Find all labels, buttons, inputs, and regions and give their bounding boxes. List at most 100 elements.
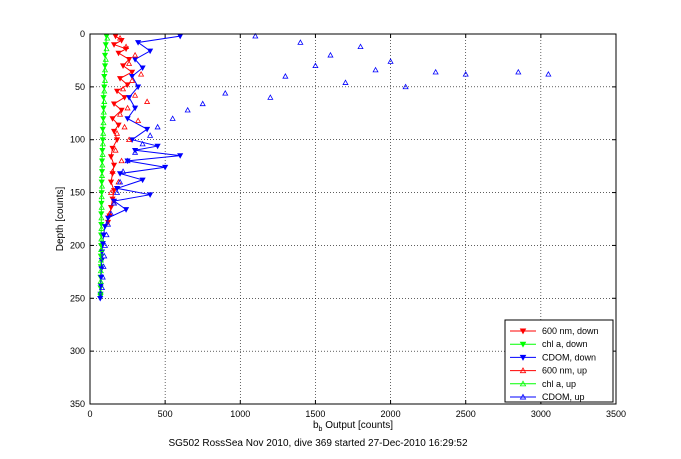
data-point [357, 43, 364, 50]
data-point [98, 225, 105, 231]
data-point [124, 104, 131, 111]
data-point [98, 183, 106, 189]
data-point [98, 190, 105, 196]
legend-marker [519, 328, 527, 335]
data-point [144, 98, 151, 104]
data-point [99, 151, 106, 157]
data-point [119, 85, 127, 92]
data-point [109, 168, 116, 174]
data-point [132, 149, 139, 155]
data-point [122, 43, 130, 50]
legend-entry: 600 nm, up [542, 366, 587, 376]
data-point [100, 105, 107, 112]
data-point [110, 128, 118, 135]
data-point [101, 66, 109, 73]
data-point [107, 154, 115, 160]
data-point [100, 109, 107, 115]
data-point [252, 32, 259, 39]
data-point [97, 257, 105, 263]
data-point [125, 136, 133, 143]
data-point [99, 126, 106, 133]
data-point [432, 68, 439, 75]
data-point [327, 51, 334, 58]
data-point [102, 42, 109, 48]
data-point [99, 147, 106, 154]
series-5 [98, 32, 552, 291]
data-point [116, 178, 124, 185]
legend-marker [519, 341, 527, 348]
data-point [147, 48, 154, 55]
data-point [99, 273, 106, 280]
data-point [113, 137, 121, 143]
data-point [110, 42, 118, 48]
data-point [116, 76, 124, 82]
data-point [154, 123, 161, 130]
data-point [139, 140, 146, 147]
x-tick-label: 1500 [305, 409, 325, 419]
data-point [132, 105, 139, 112]
data-point [98, 214, 105, 221]
data-point [110, 101, 118, 107]
data-point [135, 40, 142, 46]
data-point [154, 143, 161, 150]
x-axis-label: bb Output [counts] [313, 420, 393, 433]
data-point [103, 45, 110, 52]
data-point [162, 164, 169, 171]
data-point [98, 172, 106, 178]
x-tick-label: 1000 [230, 409, 250, 419]
data-point [144, 126, 151, 133]
data-point [342, 79, 349, 85]
data-point [110, 188, 118, 194]
data-point [97, 288, 104, 295]
data-point [101, 52, 109, 59]
data-point [122, 46, 130, 53]
data-point [129, 69, 136, 76]
data-point [121, 123, 128, 130]
data-point [125, 60, 133, 66]
data-point [99, 137, 106, 143]
data-point [297, 39, 304, 45]
data-point [124, 116, 131, 122]
legend-entry: 600 nm, down [542, 326, 599, 336]
data-point [124, 82, 131, 88]
data-point [107, 179, 115, 186]
figure-caption: SG502 RossSea Nov 2010, dive 369 started… [168, 438, 468, 449]
x-tick-label: 2000 [381, 409, 401, 419]
data-point [462, 70, 469, 77]
data-point [402, 83, 409, 90]
data-point [98, 169, 106, 175]
data-point [98, 246, 105, 252]
data-point [121, 95, 128, 101]
series-layer [97, 32, 552, 302]
data-point [387, 58, 394, 64]
data-point [147, 192, 154, 198]
data-point [372, 66, 379, 73]
data-point [101, 84, 108, 91]
legend-marker [519, 393, 527, 400]
data-point [107, 189, 115, 195]
x-tick-label: 500 [158, 409, 173, 419]
data-point [101, 252, 108, 259]
data-point [125, 95, 133, 101]
data-point [97, 291, 104, 298]
data-point [98, 179, 105, 186]
data-point [124, 157, 131, 164]
x-tick-label: 2500 [456, 409, 476, 419]
data-point [138, 70, 145, 77]
data-point [135, 84, 142, 91]
data-point [103, 231, 110, 238]
y-tick-label: 300 [70, 346, 85, 356]
y-tick-label: 250 [70, 293, 85, 303]
series-0 [104, 33, 136, 226]
data-point [112, 147, 119, 153]
legend-marker [519, 354, 527, 361]
data-point [312, 62, 319, 69]
data-point [100, 130, 107, 136]
data-point [97, 278, 104, 284]
y-tick-label: 100 [70, 135, 85, 145]
data-point [122, 207, 130, 213]
data-point [113, 130, 121, 136]
x-tick-label: 0 [87, 409, 92, 419]
legend-entry: chl a, down [542, 339, 588, 349]
data-point [115, 50, 122, 57]
